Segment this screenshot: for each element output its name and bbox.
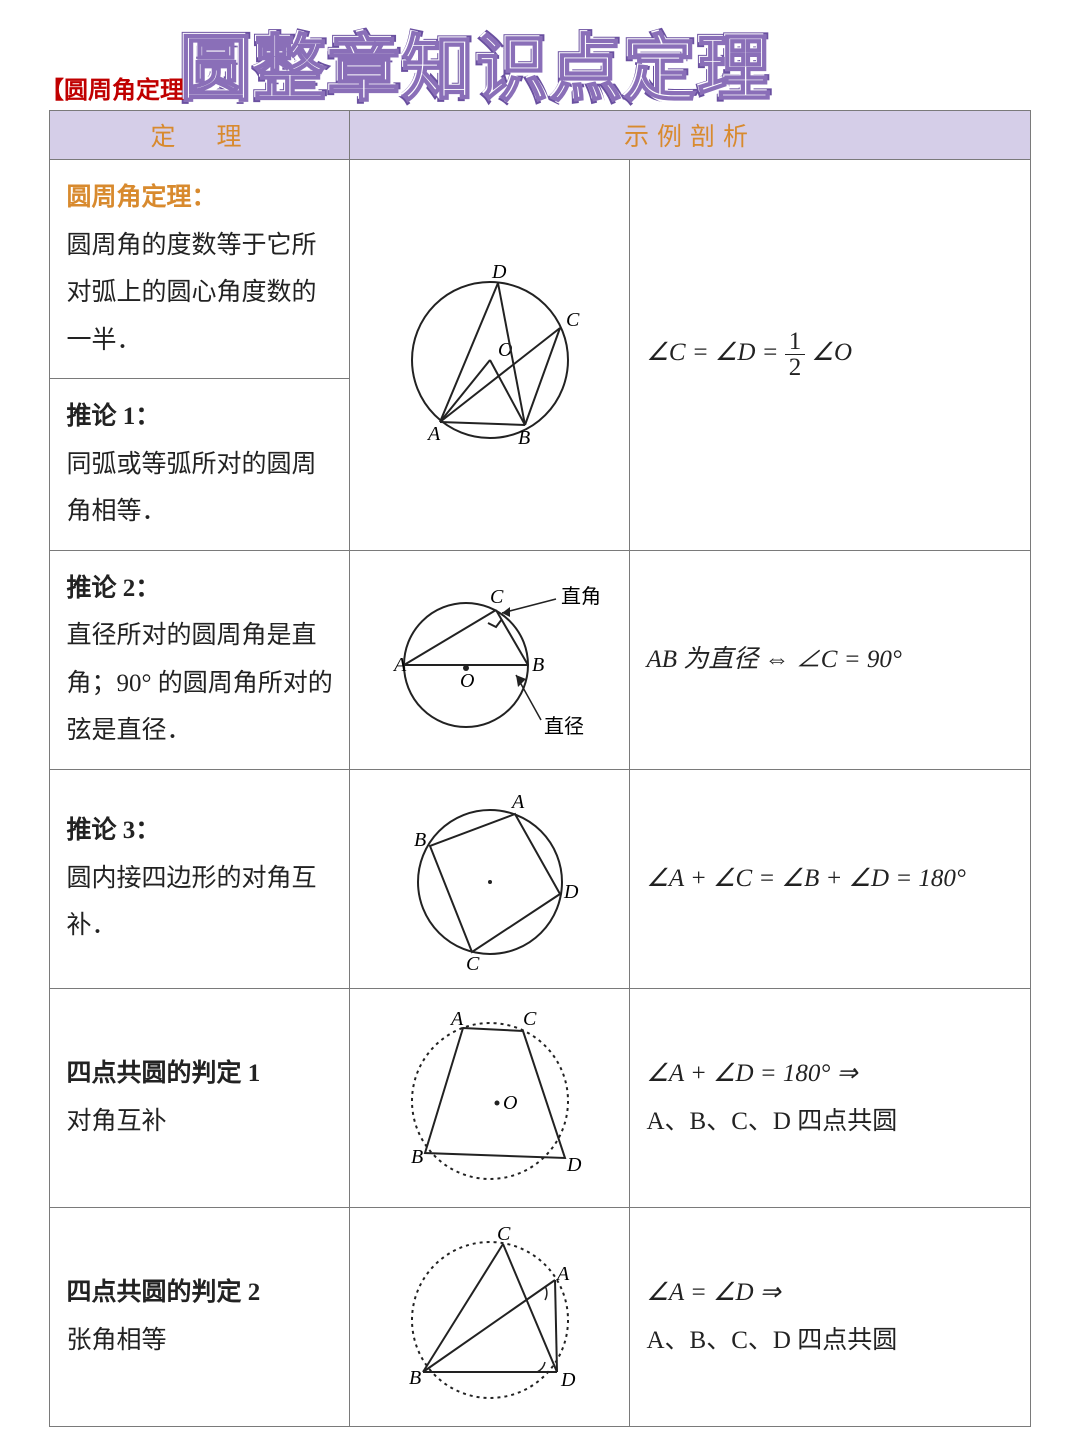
fraction-num: 1 [785, 329, 806, 355]
corollary-title: 推论 1： [66, 403, 160, 430]
formula-suffix: ∠O [812, 339, 852, 366]
diagram-concyclic-2: A B C D [385, 1222, 595, 1412]
cell-formula: ∠A = ∠D ⇒ A、B、C、D 四点共圆 [630, 1207, 1030, 1426]
diagram-cyclic-quad: A B C D [390, 784, 590, 974]
theorem-title: 四点共圆的判定 2 [66, 1279, 260, 1306]
table-row: 推论 3： 圆内接四边形的对角互补． A B C D ∠A + ∠C = ∠B … [50, 769, 1030, 988]
col-header-theorem: 定 理 [50, 111, 350, 160]
label-A: A [392, 654, 407, 676]
label-diameter: 直径 [544, 715, 584, 738]
label-C: C [497, 1223, 511, 1245]
label-B: B [518, 427, 530, 449]
cell-theorem: 推论 3： 圆内接四边形的对角互补． [50, 769, 350, 988]
formula-line2: A、B、C、D 四点共圆 [646, 1108, 897, 1135]
cell-diagram: A B C D [350, 769, 630, 988]
label-O: O [503, 1092, 517, 1114]
fraction-den: 2 [785, 355, 806, 380]
formula-line1: ∠A = ∠D ⇒ [646, 1279, 780, 1306]
formula-text: AB 为直径 ⇔ ∠C = 90° [646, 646, 901, 673]
label-D: D [566, 1154, 582, 1176]
cell-formula: ∠C = ∠D = 1 2 ∠O [630, 160, 1030, 551]
page-header: 【圆周角定理】 圆整章知识点定理 [0, 0, 1080, 110]
theorem-body: 圆内接四边形的对角互补． [66, 865, 316, 940]
theorem-body: 直径所对的圆周角是直角；90° 的圆周角所对的弦是直径． [66, 622, 332, 744]
diagram-concyclic-1: A B C D O [385, 1003, 595, 1193]
cell-formula: ∠A + ∠D = 180° ⇒ A、B、C、D 四点共圆 [630, 988, 1030, 1207]
label-A: A [555, 1263, 570, 1285]
label-D: D [491, 261, 507, 283]
cell-diagram: A B C D O [350, 988, 630, 1207]
theorem-body: 张角相等 [66, 1327, 166, 1354]
cell-theorem: 圆周角定理： 圆周角的度数等于它所对弧上的圆心角度数的一半． [50, 160, 350, 379]
diagram-semicircle-right: A B C O 直角 直径 [366, 575, 626, 745]
theorem-body: 圆周角的度数等于它所对弧上的圆心角度数的一半． [66, 232, 316, 354]
theorem-title: 圆周角定理： [66, 184, 216, 211]
formula-line1: ∠A + ∠D = 180° ⇒ [646, 1060, 857, 1087]
corollary-body: 同弧或等弧所对的圆周角相等． [66, 451, 316, 526]
theorem-title: 四点共圆的判定 1 [66, 1060, 260, 1087]
table-row: 四点共圆的判定 1 对角互补 A B C D O ∠A + ∠D = 180° … [50, 988, 1030, 1207]
page-title: 圆整章知识点定理 [180, 10, 772, 115]
label-B: B [411, 1146, 423, 1168]
theorem-title: 推论 2： [66, 575, 160, 602]
theorem-title: 推论 3： [66, 817, 160, 844]
table-row: 推论 2： 直径所对的圆周角是直角；90° 的圆周角所对的弦是直径． A B C [50, 550, 1030, 769]
label-B: B [414, 829, 426, 851]
formula-prefix: ∠C = ∠D = [646, 339, 784, 366]
cell-theorem: 推论 2： 直径所对的圆周角是直角；90° 的圆周角所对的弦是直径． [50, 550, 350, 769]
label-C: C [523, 1008, 537, 1030]
label-B: B [409, 1367, 421, 1389]
cell-formula: ∠A + ∠C = ∠B + ∠D = 180° [630, 769, 1030, 988]
table-row: 四点共圆的判定 2 张角相等 A B C D ∠A = ∠D ⇒ [50, 1207, 1030, 1426]
label-B: B [532, 654, 544, 676]
label-D: D [563, 881, 579, 903]
cell-theorem: 四点共圆的判定 2 张角相等 [50, 1207, 350, 1426]
table-header-row: 定 理 示例剖析 [50, 111, 1030, 160]
cell-diagram: O A B C D [350, 160, 630, 551]
label-A: A [510, 791, 525, 813]
table-row: 圆周角定理： 圆周角的度数等于它所对弧上的圆心角度数的一半． O A B [50, 160, 1030, 379]
cell-formula: AB 为直径 ⇔ ∠C = 90° [630, 550, 1030, 769]
diagram-inscribed-angle: O A B C D [380, 250, 600, 460]
fraction: 1 2 [785, 329, 806, 380]
label-C: C [466, 953, 480, 974]
label-C: C [566, 309, 580, 331]
cell-diagram: A B C D [350, 1207, 630, 1426]
label-D: D [560, 1369, 576, 1391]
label-rightangle: 直角 [561, 585, 601, 608]
formula-text: ∠A + ∠C = ∠B + ∠D = 180° [646, 865, 965, 892]
cell-theorem: 推论 1： 同弧或等弧所对的圆周角相等． [50, 379, 350, 551]
formula-line2: A、B、C、D 四点共圆 [646, 1327, 897, 1354]
theorem-body: 对角互补 [66, 1108, 166, 1135]
cell-diagram: A B C O 直角 直径 [350, 550, 630, 769]
label-C: C [490, 586, 504, 608]
col-header-example: 示例剖析 [350, 111, 1030, 160]
label-A: A [426, 423, 441, 445]
cell-theorem: 四点共圆的判定 1 对角互补 [50, 988, 350, 1207]
label-O: O [460, 670, 474, 692]
label-A: A [449, 1008, 464, 1030]
theorem-table: 定 理 示例剖析 圆周角定理： 圆周角的度数等于它所对弧上的圆心角度数的一半． … [49, 110, 1030, 1427]
